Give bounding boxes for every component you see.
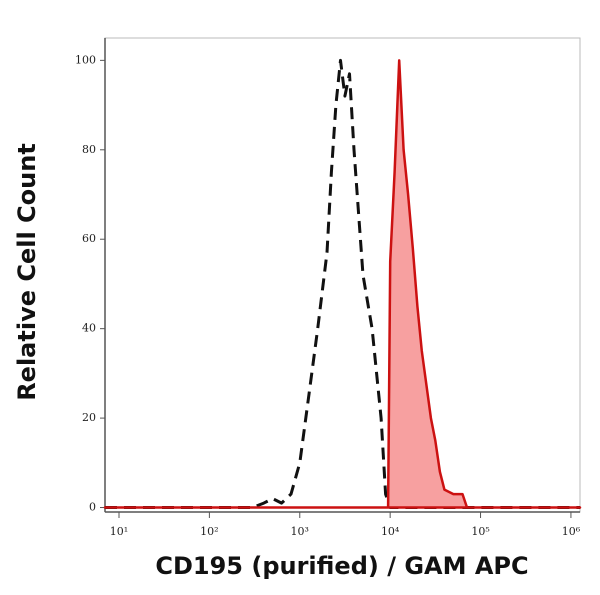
x-tick-label: 10⁵ [471, 525, 489, 538]
x-tick-label: 10⁶ [562, 525, 581, 538]
y-tick-label: 40 [82, 322, 96, 335]
x-tick-label: 10¹ [110, 525, 128, 538]
x-tick-label: 10³ [291, 525, 309, 538]
y-tick-label: 20 [82, 411, 96, 424]
histogram-line [105, 58, 580, 509]
plot-frame [104, 37, 581, 513]
x-tick-label: 10² [200, 525, 218, 538]
histogram-area [103, 59, 582, 509]
x-tick-label: 10⁴ [381, 525, 400, 538]
y-tick-label: 100 [75, 53, 96, 66]
x-axis-title: CD195 (purified) / GAM APC [155, 552, 528, 580]
y-tick-label: 60 [82, 232, 96, 245]
y-axis-title: Relative Cell Count [13, 143, 41, 401]
y-tick-label: 80 [82, 143, 96, 156]
y-tick-label: 0 [89, 501, 96, 514]
